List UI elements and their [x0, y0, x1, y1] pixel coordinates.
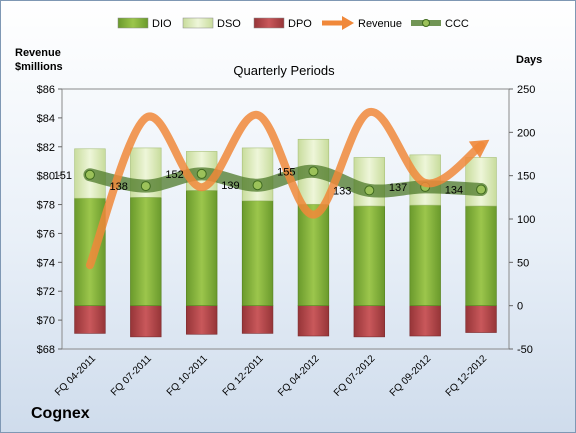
- ccc-data-label: 139: [221, 180, 239, 192]
- bar-dio: [465, 205, 497, 306]
- ccc-point: [476, 184, 487, 195]
- ccc-point: [84, 169, 95, 180]
- left-axis-tick-label: $82: [37, 142, 55, 154]
- legend-label-ccc: CCC: [445, 18, 469, 30]
- ccc-point: [364, 185, 375, 196]
- ccc-data-label: 151: [54, 170, 72, 182]
- bar-dpo: [241, 305, 274, 334]
- legend-swatch-dso: [182, 17, 214, 29]
- plot-area: $68 $70 $72 $74 $76 $78 $80 $82 $84 $86 -50 0 50 100 1…: [37, 84, 536, 399]
- ccc-point: [140, 181, 151, 192]
- category-label: FQ 04-2011: [53, 353, 98, 398]
- legend-swatch-dio: [117, 17, 149, 29]
- right-axis-tick-label: 0: [517, 301, 523, 313]
- bar-dio: [130, 197, 162, 306]
- ccc-data-label: 133: [333, 185, 351, 197]
- category-label: FQ 12-2012: [444, 353, 490, 399]
- left-axis-tick-label: $68: [37, 344, 55, 356]
- left-axis-tick-label: $84: [37, 113, 55, 125]
- ccc-data-label: 138: [109, 181, 127, 193]
- bar-dpo: [74, 305, 106, 334]
- left-axis-tick-label: $80: [37, 171, 55, 183]
- bar-dio: [353, 205, 385, 306]
- ccc-data-label: 134: [445, 185, 463, 197]
- bar-dio: [409, 204, 441, 306]
- left-axis-tick-label: $74: [37, 257, 55, 269]
- category-label: FQ 04-2012: [276, 353, 322, 399]
- legend-swatch-dpo: [253, 17, 285, 29]
- category-label: FQ 07-2011: [109, 353, 154, 398]
- right-axis-tick-label: 250: [517, 84, 535, 96]
- legend-label-dio: DIO: [152, 18, 172, 30]
- left-axis-tick-label: $86: [37, 84, 55, 96]
- left-axis-label-line2: $millions: [15, 61, 63, 73]
- category-label: FQ 12-2011: [221, 353, 266, 398]
- bar-dpo: [130, 305, 162, 338]
- category-label: FQ 07-2012: [332, 353, 378, 399]
- bar-dio: [74, 197, 106, 306]
- right-axis-tick-label: 50: [517, 257, 529, 269]
- left-axis-tick-label: $70: [37, 315, 55, 327]
- bar-dio: [186, 190, 218, 306]
- bar-dio: [241, 200, 274, 306]
- category-label: FQ 10-2011: [165, 353, 210, 398]
- plot-border: [61, 88, 510, 350]
- bar-dio: [297, 203, 330, 306]
- category-label: FQ 09-2012: [388, 353, 434, 399]
- left-axis-tick-label: $76: [37, 228, 55, 240]
- legend-label-dpo: DPO: [288, 18, 312, 30]
- right-axis-tick-label: 100: [517, 214, 535, 226]
- bar-dpo: [353, 305, 385, 338]
- right-axis-tick-label: -50: [517, 344, 533, 356]
- legend: DIO DSO DPO Revenue CCC: [117, 16, 469, 30]
- legend-marker-ccc: [422, 19, 430, 27]
- revenue-arrowhead: [468, 139, 490, 159]
- company-name: Cognex: [31, 405, 90, 422]
- left-axis-label-line1: Revenue: [15, 47, 61, 59]
- bar-dpo: [186, 305, 218, 335]
- ccc-data-label: 155: [277, 166, 295, 178]
- legend-label-revenue: Revenue: [358, 18, 402, 30]
- revenue-line: [85, 108, 486, 270]
- bar-dso: [241, 147, 274, 202]
- bar-dso: [465, 157, 497, 207]
- legend-label-dso: DSO: [217, 18, 241, 30]
- ccc-data-label: 137: [389, 182, 407, 194]
- left-axis-tick-label: $72: [37, 286, 55, 298]
- right-axis-label: Days: [516, 54, 542, 66]
- ccc-data-label: 152: [165, 169, 183, 181]
- chart-title: Quarterly Periods: [233, 63, 335, 78]
- right-axis-tick-label: 200: [517, 127, 535, 139]
- left-axis-tick-label: $78: [37, 200, 55, 212]
- bar-dpo: [465, 305, 497, 333]
- right-axis-tick-label: 150: [517, 171, 535, 183]
- legend-arrow-revenue: [342, 16, 354, 30]
- bar-dpo: [409, 305, 441, 337]
- ccc-point: [252, 180, 263, 191]
- bar-dpo: [297, 305, 330, 337]
- ccc-point: [196, 168, 207, 179]
- ccc-point: [308, 166, 319, 177]
